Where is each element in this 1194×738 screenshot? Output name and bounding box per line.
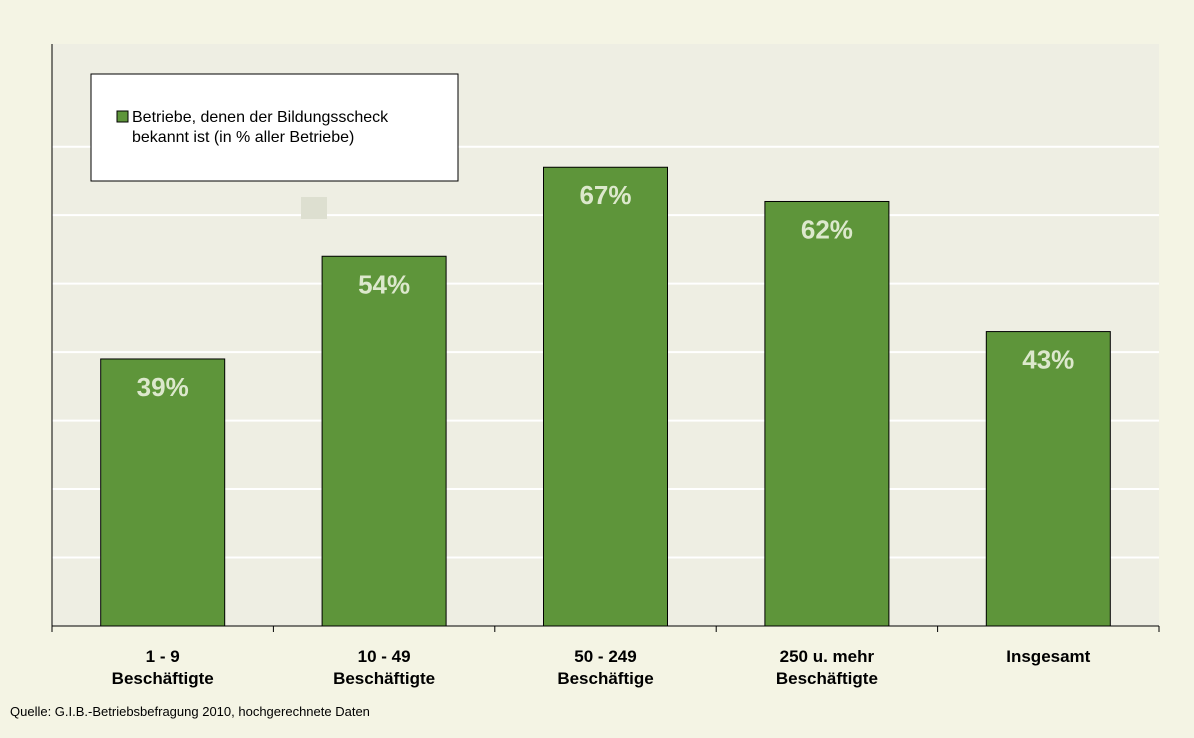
- category-label: 50 - 249: [574, 647, 636, 666]
- x-ticks: [51, 626, 1160, 632]
- legend-line-1: Betriebe, denen der Bildungsscheck: [132, 109, 389, 126]
- bar: [985, 331, 1111, 627]
- legend-swatch: [116, 110, 129, 123]
- data-label: 39%: [137, 372, 189, 402]
- category-label: 1 - 9: [146, 647, 180, 666]
- bar: [100, 358, 226, 627]
- legend-box: [90, 73, 459, 182]
- bar: [321, 255, 447, 627]
- source-note: Quelle: G.I.B.-Betriebsbefragung 2010, h…: [10, 704, 370, 719]
- category-label: Insgesamt: [1006, 647, 1090, 666]
- category-label: Beschäftigte: [112, 669, 214, 688]
- data-label: 62%: [801, 214, 853, 244]
- category-label: 250 u. mehr: [780, 647, 875, 666]
- data-label: 43%: [1022, 345, 1074, 375]
- category-labels: 1 - 9 Beschäftigte 10 - 49 Beschäftigte 50 -…: [112, 647, 1091, 688]
- legend: Betriebe, denen der Bildungsscheck bekan…: [90, 73, 459, 182]
- category-label: Beschäftigte: [333, 669, 435, 688]
- plot-marker: [301, 197, 327, 219]
- category-label: Beschäftigte: [776, 669, 878, 688]
- bar: [543, 166, 668, 627]
- data-label: 67%: [579, 180, 631, 210]
- legend-line-2: bekannt ist (in % aller Betriebe): [132, 129, 354, 146]
- bar-labels: 39% 54% 67% 62% 43%: [137, 180, 1075, 402]
- category-label: 10 - 49: [358, 647, 411, 666]
- bar: [764, 200, 890, 627]
- category-label: Beschäftige: [557, 669, 653, 688]
- data-label: 54%: [358, 269, 410, 299]
